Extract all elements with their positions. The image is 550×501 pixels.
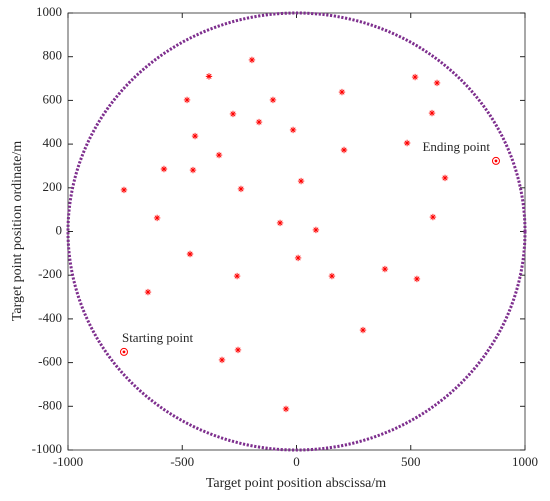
- scatter-point: [411, 73, 419, 81]
- scatter-point: [144, 288, 152, 296]
- x-tick-label: -500: [170, 454, 194, 469]
- scatter-point: [255, 118, 263, 126]
- scatter-point: [328, 272, 336, 280]
- scatter-point: [229, 110, 237, 118]
- annotation-label: Starting point: [122, 330, 194, 345]
- scatter-point: [215, 151, 223, 159]
- annotation-point: [491, 156, 500, 165]
- scatter-point: [429, 213, 437, 221]
- scatter-point: [294, 254, 302, 262]
- y-tick-label: -1000: [32, 441, 62, 456]
- scatter-point: [359, 326, 367, 334]
- scatter-point: [218, 356, 226, 364]
- annotation-point: [119, 347, 128, 356]
- scatter-point: [153, 214, 161, 222]
- y-tick-label: 0: [56, 222, 63, 237]
- scatter-point: [340, 146, 348, 154]
- y-tick-label: 600: [43, 91, 63, 106]
- scatter-point: [441, 174, 449, 182]
- scatter-point: [237, 185, 245, 193]
- x-tick-label: -1000: [53, 454, 83, 469]
- scatter-point: [282, 405, 290, 413]
- y-axis-label: Target point position ordinate/m: [10, 141, 25, 321]
- scatter-point: [276, 219, 284, 227]
- y-tick-label: -800: [38, 397, 62, 412]
- scatter-point: [205, 73, 213, 80]
- x-axis-label: Target point position abscissa/m: [206, 476, 386, 491]
- scatter-point: [248, 56, 256, 64]
- scatter-point: [191, 132, 199, 140]
- y-tick-label: 800: [43, 48, 63, 63]
- scatter-point: [160, 165, 168, 173]
- scatter-point: [183, 96, 191, 104]
- scatter-point: [428, 109, 436, 117]
- plot-area: [67, 12, 526, 451]
- boundary-circle: [66, 11, 527, 452]
- x-tick-label: 1000: [512, 454, 538, 469]
- y-tick-label: 1000: [36, 4, 62, 19]
- x-tick-label: 500: [401, 454, 421, 469]
- scatter-point: [233, 272, 241, 280]
- scatter-point: [269, 96, 277, 104]
- scatter-point: [289, 126, 297, 134]
- y-tick-label: 200: [43, 179, 63, 194]
- scatter-point: [234, 346, 242, 354]
- scatter-point: [186, 250, 194, 258]
- scatter-point: [413, 275, 421, 283]
- y-tick-label: -600: [38, 354, 62, 369]
- scatter-point: [120, 186, 128, 194]
- annotation-label: Ending point: [422, 139, 490, 154]
- x-tick-label: 0: [293, 454, 300, 469]
- annotation-point-center: [494, 159, 498, 163]
- y-tick-label: -400: [38, 310, 62, 325]
- scatter-point: [312, 226, 320, 234]
- y-tick-label: 400: [43, 135, 63, 150]
- scatter-point: [381, 265, 389, 273]
- annotation-point-center: [122, 350, 126, 354]
- scatter-point: [338, 88, 346, 96]
- scatter-point: [403, 139, 411, 147]
- scatter-point: [433, 79, 441, 87]
- scatter-point: [189, 166, 197, 174]
- y-tick-label: -200: [38, 266, 62, 281]
- scatter-point: [297, 177, 305, 185]
